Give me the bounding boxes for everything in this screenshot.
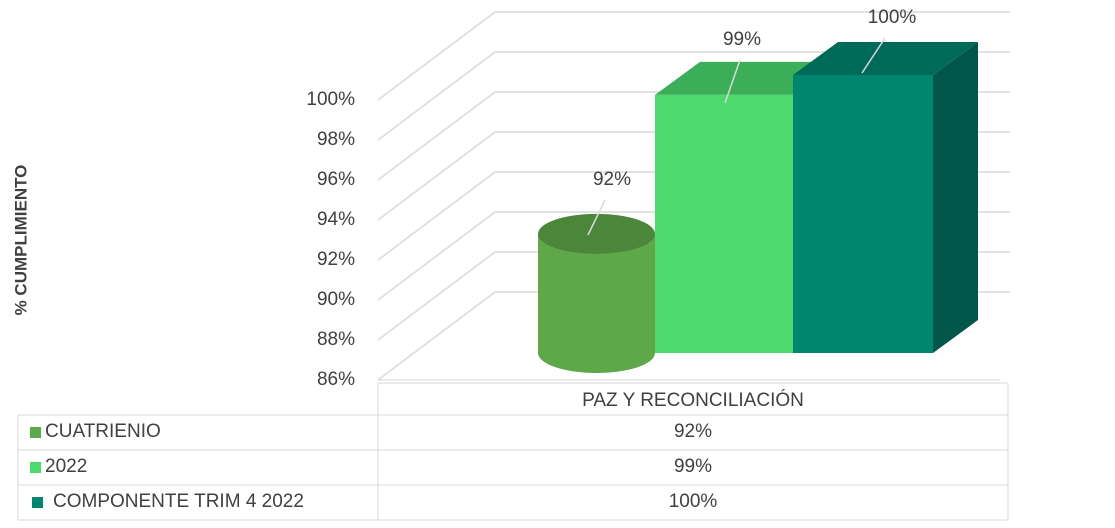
table-value: 100% xyxy=(669,491,718,512)
legend-label: 2022 xyxy=(45,456,87,477)
table-value: 92% xyxy=(674,421,712,442)
y-tick-label: 88% xyxy=(317,329,355,350)
y-tick-label: 96% xyxy=(317,169,355,190)
x-tick-label: PAZ Y RECONCILIACIÓN xyxy=(582,389,804,411)
legend-swatch xyxy=(32,497,43,508)
leader-line xyxy=(724,59,741,104)
bar-front xyxy=(655,94,793,353)
bar xyxy=(538,213,655,373)
data-label: 92% xyxy=(593,169,631,190)
bar-top xyxy=(538,213,655,254)
y-tick-label: 86% xyxy=(317,369,355,390)
data-label: 99% xyxy=(723,29,761,50)
bar-top xyxy=(793,42,978,75)
legend-label: COMPONENTE TRIM 4 2022 xyxy=(53,491,304,512)
y-tick-label: 100% xyxy=(306,89,355,110)
table-value: 99% xyxy=(674,456,712,477)
bar-front xyxy=(793,75,933,353)
y-axis-title: % CUMPLIMIENTO xyxy=(11,165,30,316)
leader-line xyxy=(861,37,886,74)
data-table xyxy=(17,382,1009,521)
leader-line xyxy=(587,199,606,236)
bar-top xyxy=(655,61,838,95)
legend-swatch xyxy=(30,427,41,438)
y-tick-label: 92% xyxy=(317,249,355,270)
legend-label: CUATRIENIO xyxy=(45,421,161,442)
y-tick-label: 90% xyxy=(317,289,355,310)
data-label: 100% xyxy=(868,7,917,28)
y-tick-label: 94% xyxy=(317,209,355,230)
y-tick-label: 98% xyxy=(317,129,355,150)
bar-body xyxy=(538,233,655,373)
bar xyxy=(793,42,978,353)
grid-line xyxy=(377,11,1010,101)
bar-side xyxy=(933,42,978,353)
legend-swatch xyxy=(30,462,41,473)
